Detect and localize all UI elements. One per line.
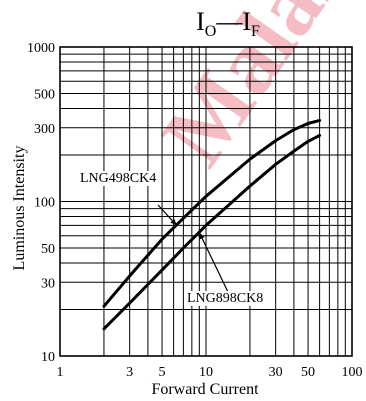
annotation-label: LNG898CK8 bbox=[187, 291, 263, 306]
x-axis-label: Forward Current bbox=[151, 381, 259, 398]
x-tick-label: 50 bbox=[301, 365, 315, 380]
annotation-leader bbox=[198, 232, 229, 293]
x-tick-label: 3 bbox=[126, 365, 133, 380]
y-axis-label: Luminous Intensity bbox=[11, 146, 28, 271]
y-tick-label: 100 bbox=[34, 196, 55, 211]
x-tick-label: 1 bbox=[57, 365, 64, 380]
annotation-arrow bbox=[199, 232, 205, 240]
series-line-0 bbox=[102, 118, 322, 308]
y-tick-label: 50 bbox=[41, 242, 55, 257]
y-tick-label: 30 bbox=[41, 276, 55, 291]
y-tick-label: 10 bbox=[41, 350, 55, 365]
x-tick-label: 100 bbox=[342, 365, 363, 380]
annotation-label: LNG498CK4 bbox=[80, 171, 156, 186]
y-tick-label: 500 bbox=[34, 88, 55, 103]
series-lines bbox=[102, 118, 322, 331]
plot-frame bbox=[59, 46, 353, 357]
y-tick-labels: 10 30 50 100 300 500 1000 bbox=[27, 41, 55, 365]
y-tick-label: 300 bbox=[34, 122, 55, 137]
x-tick-labels: 1 3 5 10 30 50 100 bbox=[57, 365, 363, 380]
x-tick-label: 30 bbox=[269, 365, 283, 380]
series-line-1 bbox=[102, 133, 322, 331]
x-tick-label: 5 bbox=[159, 365, 166, 380]
y-tick-label: 1000 bbox=[27, 41, 55, 56]
annotation-arrow bbox=[170, 218, 177, 226]
x-tick-label: 10 bbox=[199, 365, 213, 380]
series-annotations: LNG498CK4 LNG898CK8 bbox=[78, 171, 266, 306]
annotation-bg bbox=[185, 291, 266, 306]
annotation-bg bbox=[78, 171, 159, 186]
grid-lines bbox=[60, 47, 352, 356]
chart-title: IO—IF bbox=[196, 7, 260, 40]
